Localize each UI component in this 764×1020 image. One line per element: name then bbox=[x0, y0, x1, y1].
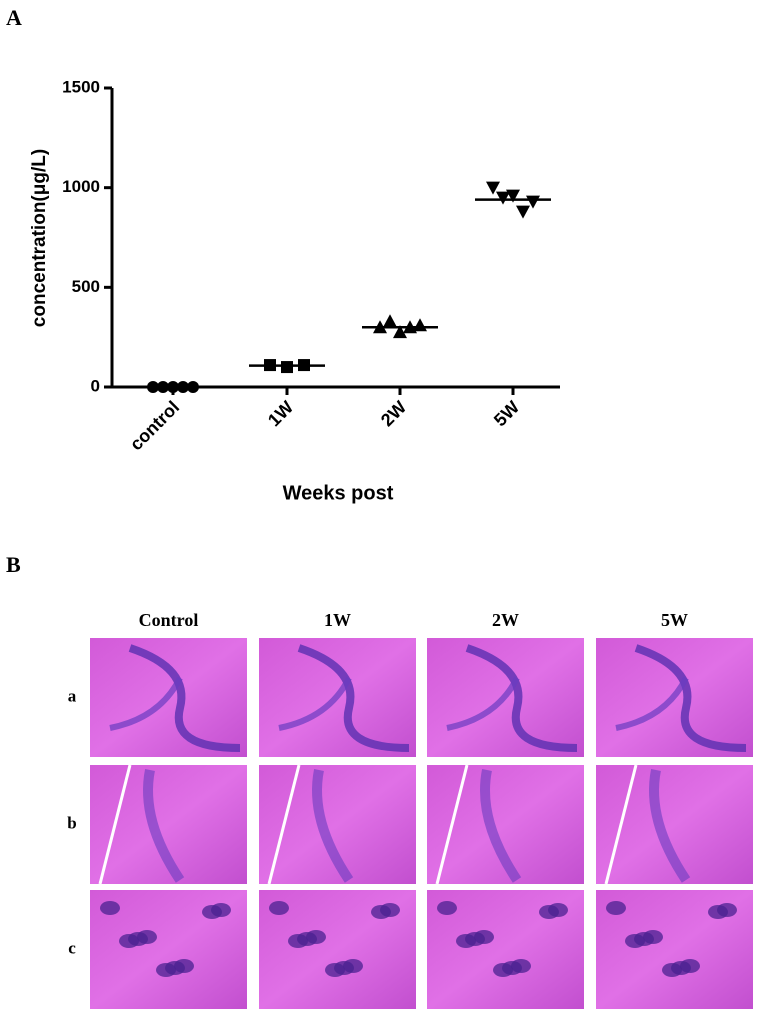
tissue-band bbox=[634, 644, 747, 752]
tissue-gap bbox=[98, 764, 132, 885]
tissue-band bbox=[278, 676, 352, 731]
cell bbox=[493, 963, 513, 977]
cell bbox=[371, 905, 391, 919]
row-label: b bbox=[67, 813, 76, 832]
panel-label: B bbox=[6, 552, 21, 577]
data-point bbox=[496, 191, 510, 205]
cell bbox=[662, 963, 682, 977]
x-tick-label: 5W bbox=[490, 397, 523, 430]
cell bbox=[437, 901, 457, 915]
tissue-gap bbox=[267, 764, 301, 885]
x-tick-label: 1W bbox=[264, 397, 297, 430]
column-header: 5W bbox=[661, 610, 688, 630]
data-point bbox=[413, 318, 427, 332]
tissue-band bbox=[446, 676, 520, 731]
tissue-band bbox=[297, 644, 410, 752]
x-axis-title: Weeks post bbox=[283, 482, 394, 504]
cell bbox=[456, 934, 476, 948]
row-label: a bbox=[68, 686, 77, 705]
tissue-gap bbox=[604, 764, 638, 885]
cell bbox=[325, 963, 345, 977]
y-tick-label: 500 bbox=[72, 277, 100, 296]
y-axis-title: concentration(μg/L) bbox=[29, 149, 50, 327]
column-header: Control bbox=[139, 610, 199, 630]
cell bbox=[606, 901, 626, 915]
panel-label: A bbox=[6, 5, 22, 30]
cell bbox=[539, 905, 559, 919]
tissue-band bbox=[480, 769, 522, 883]
plot: 0 500 1000 1500 control 1W 2W 5W bbox=[62, 77, 560, 454]
tissue-band bbox=[128, 644, 241, 752]
cell bbox=[288, 934, 308, 948]
cell bbox=[625, 934, 645, 948]
cell bbox=[269, 901, 289, 915]
histology-grid: Control 1W 2W 5W a b c bbox=[67, 610, 753, 1009]
tissue-band bbox=[109, 676, 183, 731]
tissue-band bbox=[312, 769, 354, 883]
x-tick-label: control bbox=[126, 397, 183, 454]
row-label: c bbox=[68, 938, 76, 957]
tissue-band bbox=[143, 769, 185, 883]
data-point bbox=[516, 205, 530, 219]
tissue-band bbox=[465, 644, 578, 752]
cell bbox=[100, 901, 120, 915]
tissue-band bbox=[649, 769, 691, 883]
cell bbox=[708, 905, 728, 919]
column-header: 2W bbox=[492, 610, 519, 630]
cell bbox=[202, 905, 222, 919]
tissue-gap bbox=[435, 764, 469, 885]
column-header: 1W bbox=[324, 610, 351, 630]
x-tick-label: 2W bbox=[377, 397, 410, 430]
y-tick-label: 1000 bbox=[62, 177, 100, 196]
tissue-band bbox=[615, 676, 689, 731]
cell bbox=[156, 963, 176, 977]
data-point bbox=[281, 361, 293, 374]
data-point bbox=[506, 189, 520, 203]
data-point bbox=[393, 325, 407, 339]
cell bbox=[119, 934, 139, 948]
data-point bbox=[486, 181, 500, 195]
y-tick-label: 1500 bbox=[62, 77, 100, 96]
y-tick-label: 0 bbox=[91, 376, 100, 395]
data-point bbox=[383, 314, 397, 328]
